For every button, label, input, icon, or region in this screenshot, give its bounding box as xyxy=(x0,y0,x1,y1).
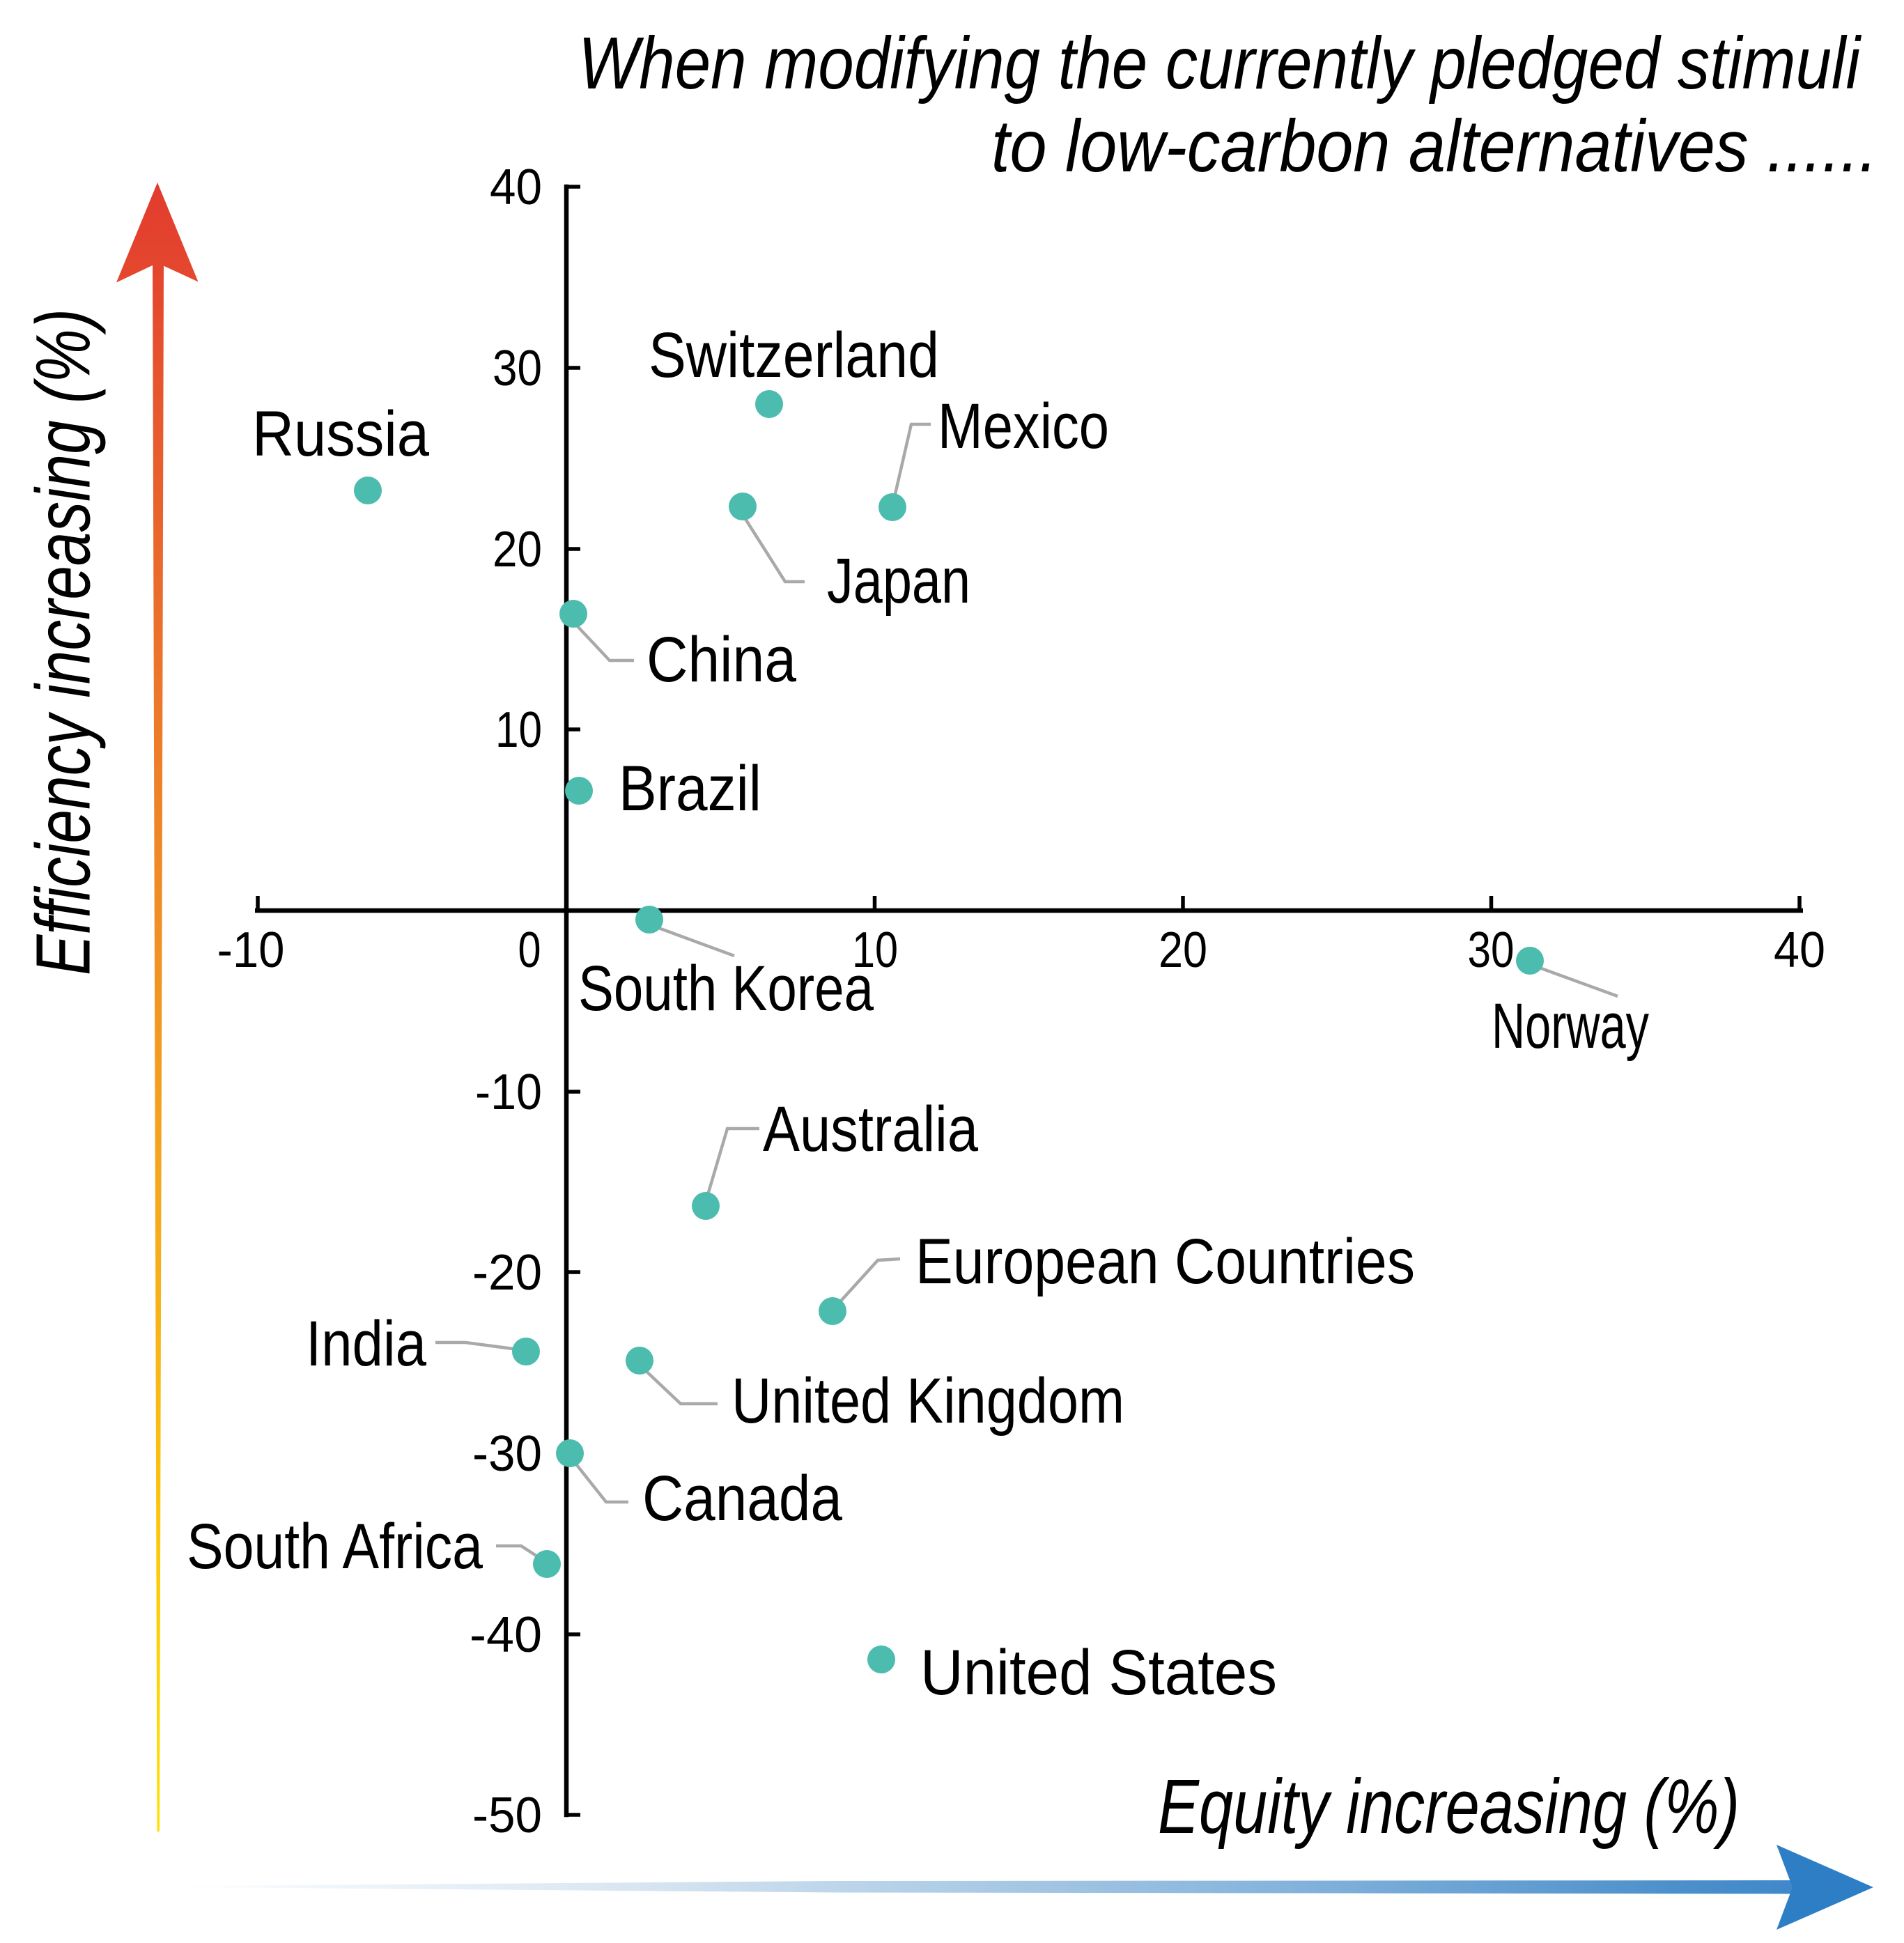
svg-text:30: 30 xyxy=(493,341,542,396)
svg-text:Australia: Australia xyxy=(763,1094,979,1165)
svg-text:United States: United States xyxy=(920,1637,1277,1708)
svg-text:Efficiency increasing (%): Efficiency increasing (%) xyxy=(21,309,107,975)
svg-text:-20: -20 xyxy=(472,1245,542,1301)
svg-text:-10: -10 xyxy=(217,922,285,978)
svg-text:India: India xyxy=(306,1308,427,1379)
svg-text:When modifying the currently p: When modifying the currently pledged sti… xyxy=(578,22,1862,104)
svg-text:40: 40 xyxy=(1774,922,1825,978)
svg-text:to low-carbon alternatives ...: to low-carbon alternatives ...... xyxy=(991,105,1878,187)
svg-text:Norway: Norway xyxy=(1492,991,1649,1062)
svg-text:-40: -40 xyxy=(470,1607,542,1663)
svg-text:10: 10 xyxy=(495,702,542,758)
svg-text:China: China xyxy=(647,624,797,695)
svg-text:-30: -30 xyxy=(472,1426,542,1482)
svg-text:South Korea: South Korea xyxy=(578,953,874,1024)
svg-text:European Countries: European Countries xyxy=(915,1226,1415,1297)
svg-text:0: 0 xyxy=(518,922,541,978)
svg-text:Mexico: Mexico xyxy=(938,391,1109,462)
svg-text:Switzerland: Switzerland xyxy=(649,320,939,391)
svg-text:Japan: Japan xyxy=(827,545,970,617)
svg-text:-50: -50 xyxy=(472,1788,542,1843)
svg-text:-10: -10 xyxy=(475,1065,542,1120)
svg-text:South Africa: South Africa xyxy=(187,1511,483,1582)
svg-text:20: 20 xyxy=(493,522,542,578)
svg-text:Brazil: Brazil xyxy=(619,753,761,824)
svg-text:40: 40 xyxy=(490,160,542,215)
svg-text:10: 10 xyxy=(852,922,898,978)
svg-text:30: 30 xyxy=(1468,922,1515,978)
svg-text:United Kingdom: United Kingdom xyxy=(732,1365,1124,1437)
svg-text:Canada: Canada xyxy=(642,1463,843,1534)
svg-text:Equity increasing (%): Equity increasing (%) xyxy=(1158,1764,1740,1850)
svg-text:Russia: Russia xyxy=(252,398,430,470)
svg-text:20: 20 xyxy=(1159,922,1207,978)
